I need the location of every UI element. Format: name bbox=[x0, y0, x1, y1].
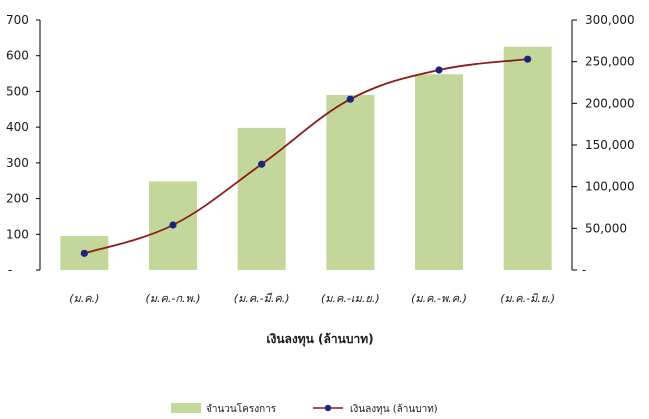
left-tick-label: 400 bbox=[6, 120, 29, 134]
right-tick-label: 250,000 bbox=[585, 55, 635, 69]
line-point bbox=[169, 221, 177, 229]
bar bbox=[326, 95, 375, 270]
legend-bar-swatch bbox=[171, 403, 201, 413]
line-point bbox=[524, 55, 532, 63]
left-y-axis: - 100 200 300 400 500 600 700 bbox=[6, 13, 41, 277]
right-y-axis: - 50,000 100,000 150,000 200,000 250,000 300,0… bbox=[571, 13, 635, 277]
bar bbox=[503, 46, 552, 271]
left-tick-label: 300 bbox=[6, 156, 29, 170]
line-point bbox=[80, 249, 88, 257]
x-category-label: (ม.ค.-ก.พ.) bbox=[145, 292, 200, 305]
left-tick-label: 700 bbox=[6, 13, 29, 27]
legend: จำนวนโครงการ เงินลงทุน (ล้านบาท) bbox=[171, 402, 438, 415]
left-tick-label: 500 bbox=[6, 84, 29, 98]
right-tick-label: 100,000 bbox=[585, 180, 635, 194]
left-tick-label: - bbox=[8, 263, 12, 277]
x-category-label: (ม.ค.-พ.ค.) bbox=[411, 292, 467, 305]
x-axis-title: เงินลงทุน (ล้านบาท) bbox=[266, 332, 373, 347]
left-tick-label: 600 bbox=[6, 49, 29, 63]
x-axis-categories: (ม.ค.) (ม.ค.-ก.พ.) (ม.ค.-มี.ค.) (ม.ค.-เม.ย.… bbox=[69, 292, 555, 305]
left-tick-label: 200 bbox=[6, 192, 29, 206]
left-tick-label: 100 bbox=[6, 227, 29, 241]
x-category-label: (ม.ค.-มิ.ย.) bbox=[500, 292, 555, 305]
legend-line-label: เงินลงทุน (ล้านบาท) bbox=[350, 403, 438, 415]
x-category-label: (ม.ค.-เม.ย.) bbox=[321, 292, 380, 305]
right-tick-label: 50,000 bbox=[585, 221, 627, 235]
right-tick-label: - bbox=[582, 263, 586, 277]
legend-line-marker bbox=[324, 404, 332, 412]
line-point bbox=[435, 66, 443, 74]
right-tick-label: 200,000 bbox=[585, 96, 635, 110]
x-category-label: (ม.ค.-มี.ค.) bbox=[234, 292, 290, 305]
series-line bbox=[84, 58, 528, 255]
bar-series bbox=[60, 46, 552, 271]
line-point bbox=[258, 160, 266, 168]
bar bbox=[237, 127, 286, 270]
x-category-label: (ม.ค.) bbox=[69, 292, 99, 305]
line-point bbox=[346, 95, 354, 103]
line-series bbox=[80, 55, 532, 257]
legend-bar-label: จำนวนโครงการ bbox=[206, 402, 277, 415]
right-tick-label: 150,000 bbox=[585, 138, 635, 152]
right-tick-label: 300,000 bbox=[585, 13, 635, 27]
bar bbox=[415, 74, 463, 271]
